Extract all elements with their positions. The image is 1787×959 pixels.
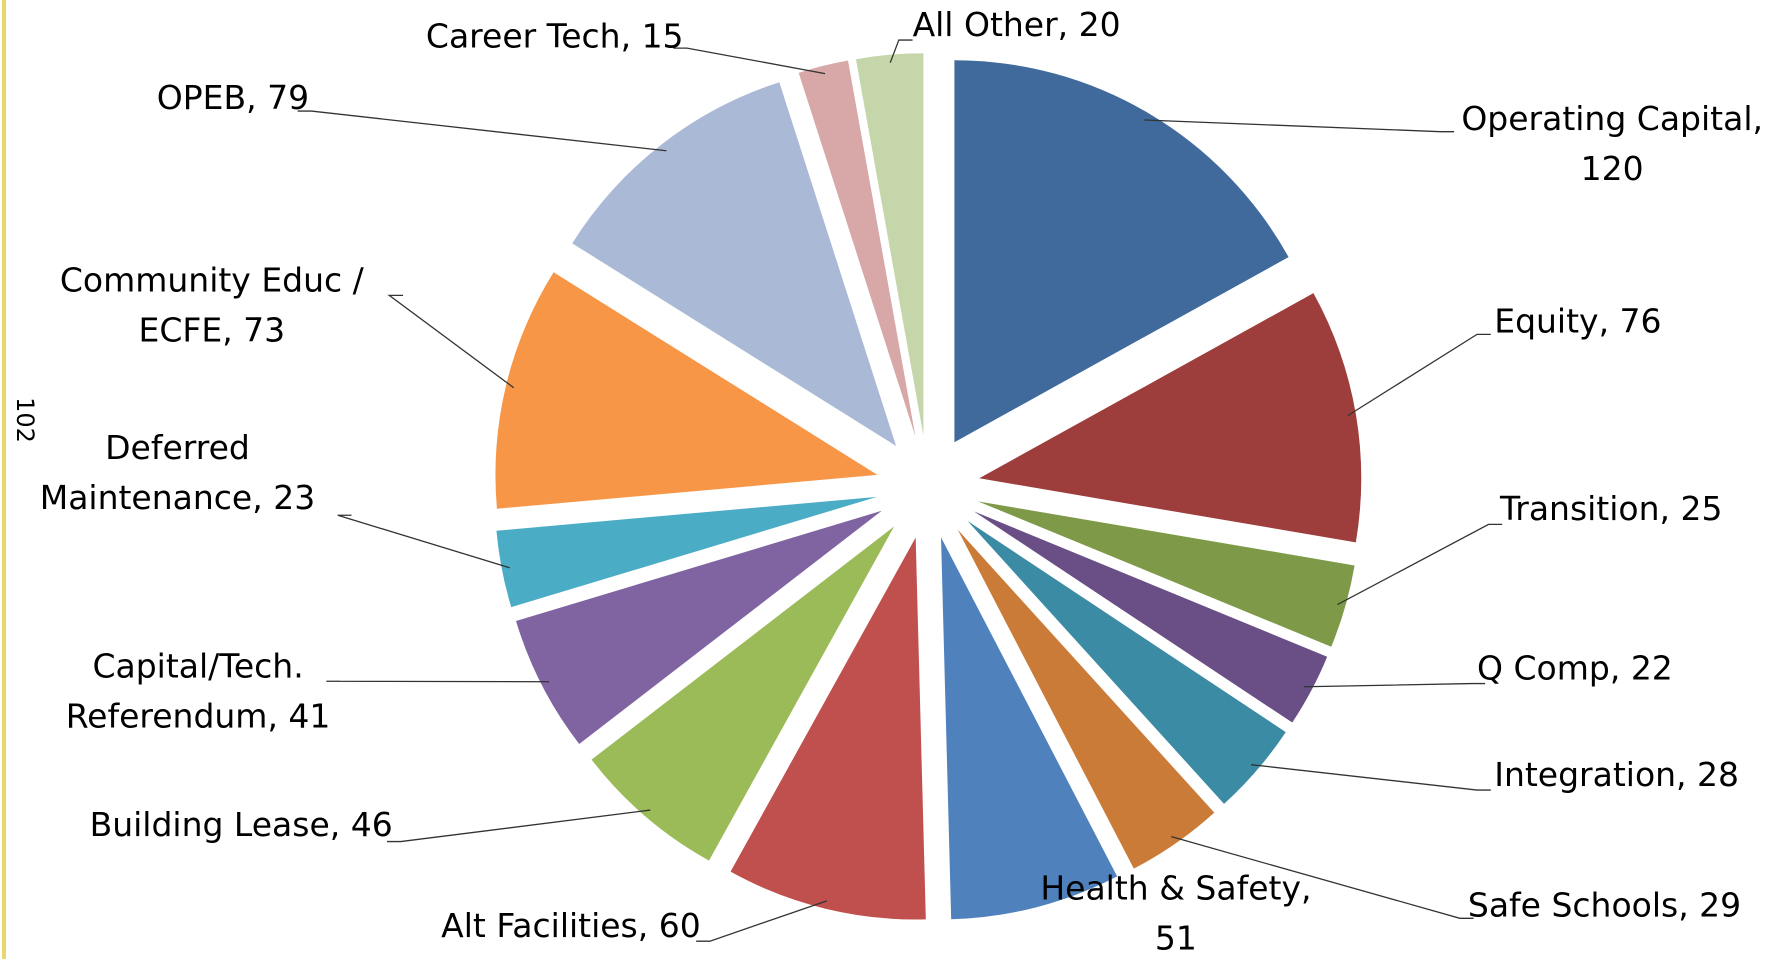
pie-slice [979, 293, 1362, 543]
pie-slice [730, 537, 926, 920]
pie-slice [954, 60, 1289, 443]
pie-slice [941, 537, 1118, 920]
data-label: Equity, 76 [1494, 301, 1661, 340]
leader-line [673, 47, 826, 75]
data-label: Operating Capital, 120 [1461, 99, 1763, 188]
data-label: Health & Safety, 51 [1040, 868, 1311, 957]
data-label: Transition, 25 [1499, 489, 1723, 528]
data-label: Q Comp, 22 [1477, 648, 1673, 687]
leader-line [889, 39, 913, 63]
label-line: Operating Capital, [1461, 99, 1763, 138]
label-line: Deferred [105, 427, 250, 466]
data-label: OPEB, 79 [157, 78, 309, 117]
data-label: Alt Facilities, 60 [441, 906, 701, 945]
leader-line [297, 110, 667, 152]
leader-line [1171, 836, 1474, 919]
label-line: ECFE, 73 [138, 310, 285, 349]
pie-slice [973, 511, 1328, 723]
data-label: Building Lease, 46 [90, 805, 393, 844]
page-number: 102 [11, 397, 39, 443]
label-line: 51 [1155, 918, 1197, 957]
data-label: Career Tech, 15 [426, 16, 684, 55]
leader-line [1250, 764, 1491, 791]
pie-slice [572, 82, 897, 446]
pie-slice [798, 60, 916, 437]
leader-line [1144, 119, 1455, 133]
data-label: Capital/Tech. Referendum, 41 [66, 646, 331, 735]
data-label: All Other, 20 [913, 5, 1121, 44]
pie-slice [516, 510, 882, 744]
data-label: Community Educ / ECFE, 73 [60, 260, 365, 349]
pie-slice [977, 501, 1355, 647]
data-label: Integration, 28 [1494, 755, 1739, 794]
label-line: 120 [1581, 149, 1644, 188]
label-line: Health & Safety, [1040, 868, 1311, 907]
data-label: Deferred Maintenance, 23 [40, 427, 316, 516]
leader-line [387, 809, 651, 843]
leader-line [696, 900, 828, 942]
label-line: Capital/Tech. [92, 646, 303, 685]
pie-slice [495, 272, 878, 509]
label-line: Community Educ / [60, 260, 365, 299]
leader-line [387, 294, 515, 389]
pie-slice [967, 520, 1286, 804]
leader-line [1347, 333, 1491, 417]
label-line: Maintenance, 23 [40, 477, 316, 516]
data-label: Safe Schools, 29 [1468, 885, 1741, 924]
pie-slice [591, 526, 895, 861]
leader-line [1304, 682, 1486, 688]
leader-line [1337, 523, 1503, 606]
pie-slice [855, 53, 924, 436]
pie-slice [957, 529, 1215, 869]
leader-line [337, 514, 510, 569]
pie-slice [496, 496, 877, 608]
label-line: Referendum, 41 [66, 696, 331, 735]
